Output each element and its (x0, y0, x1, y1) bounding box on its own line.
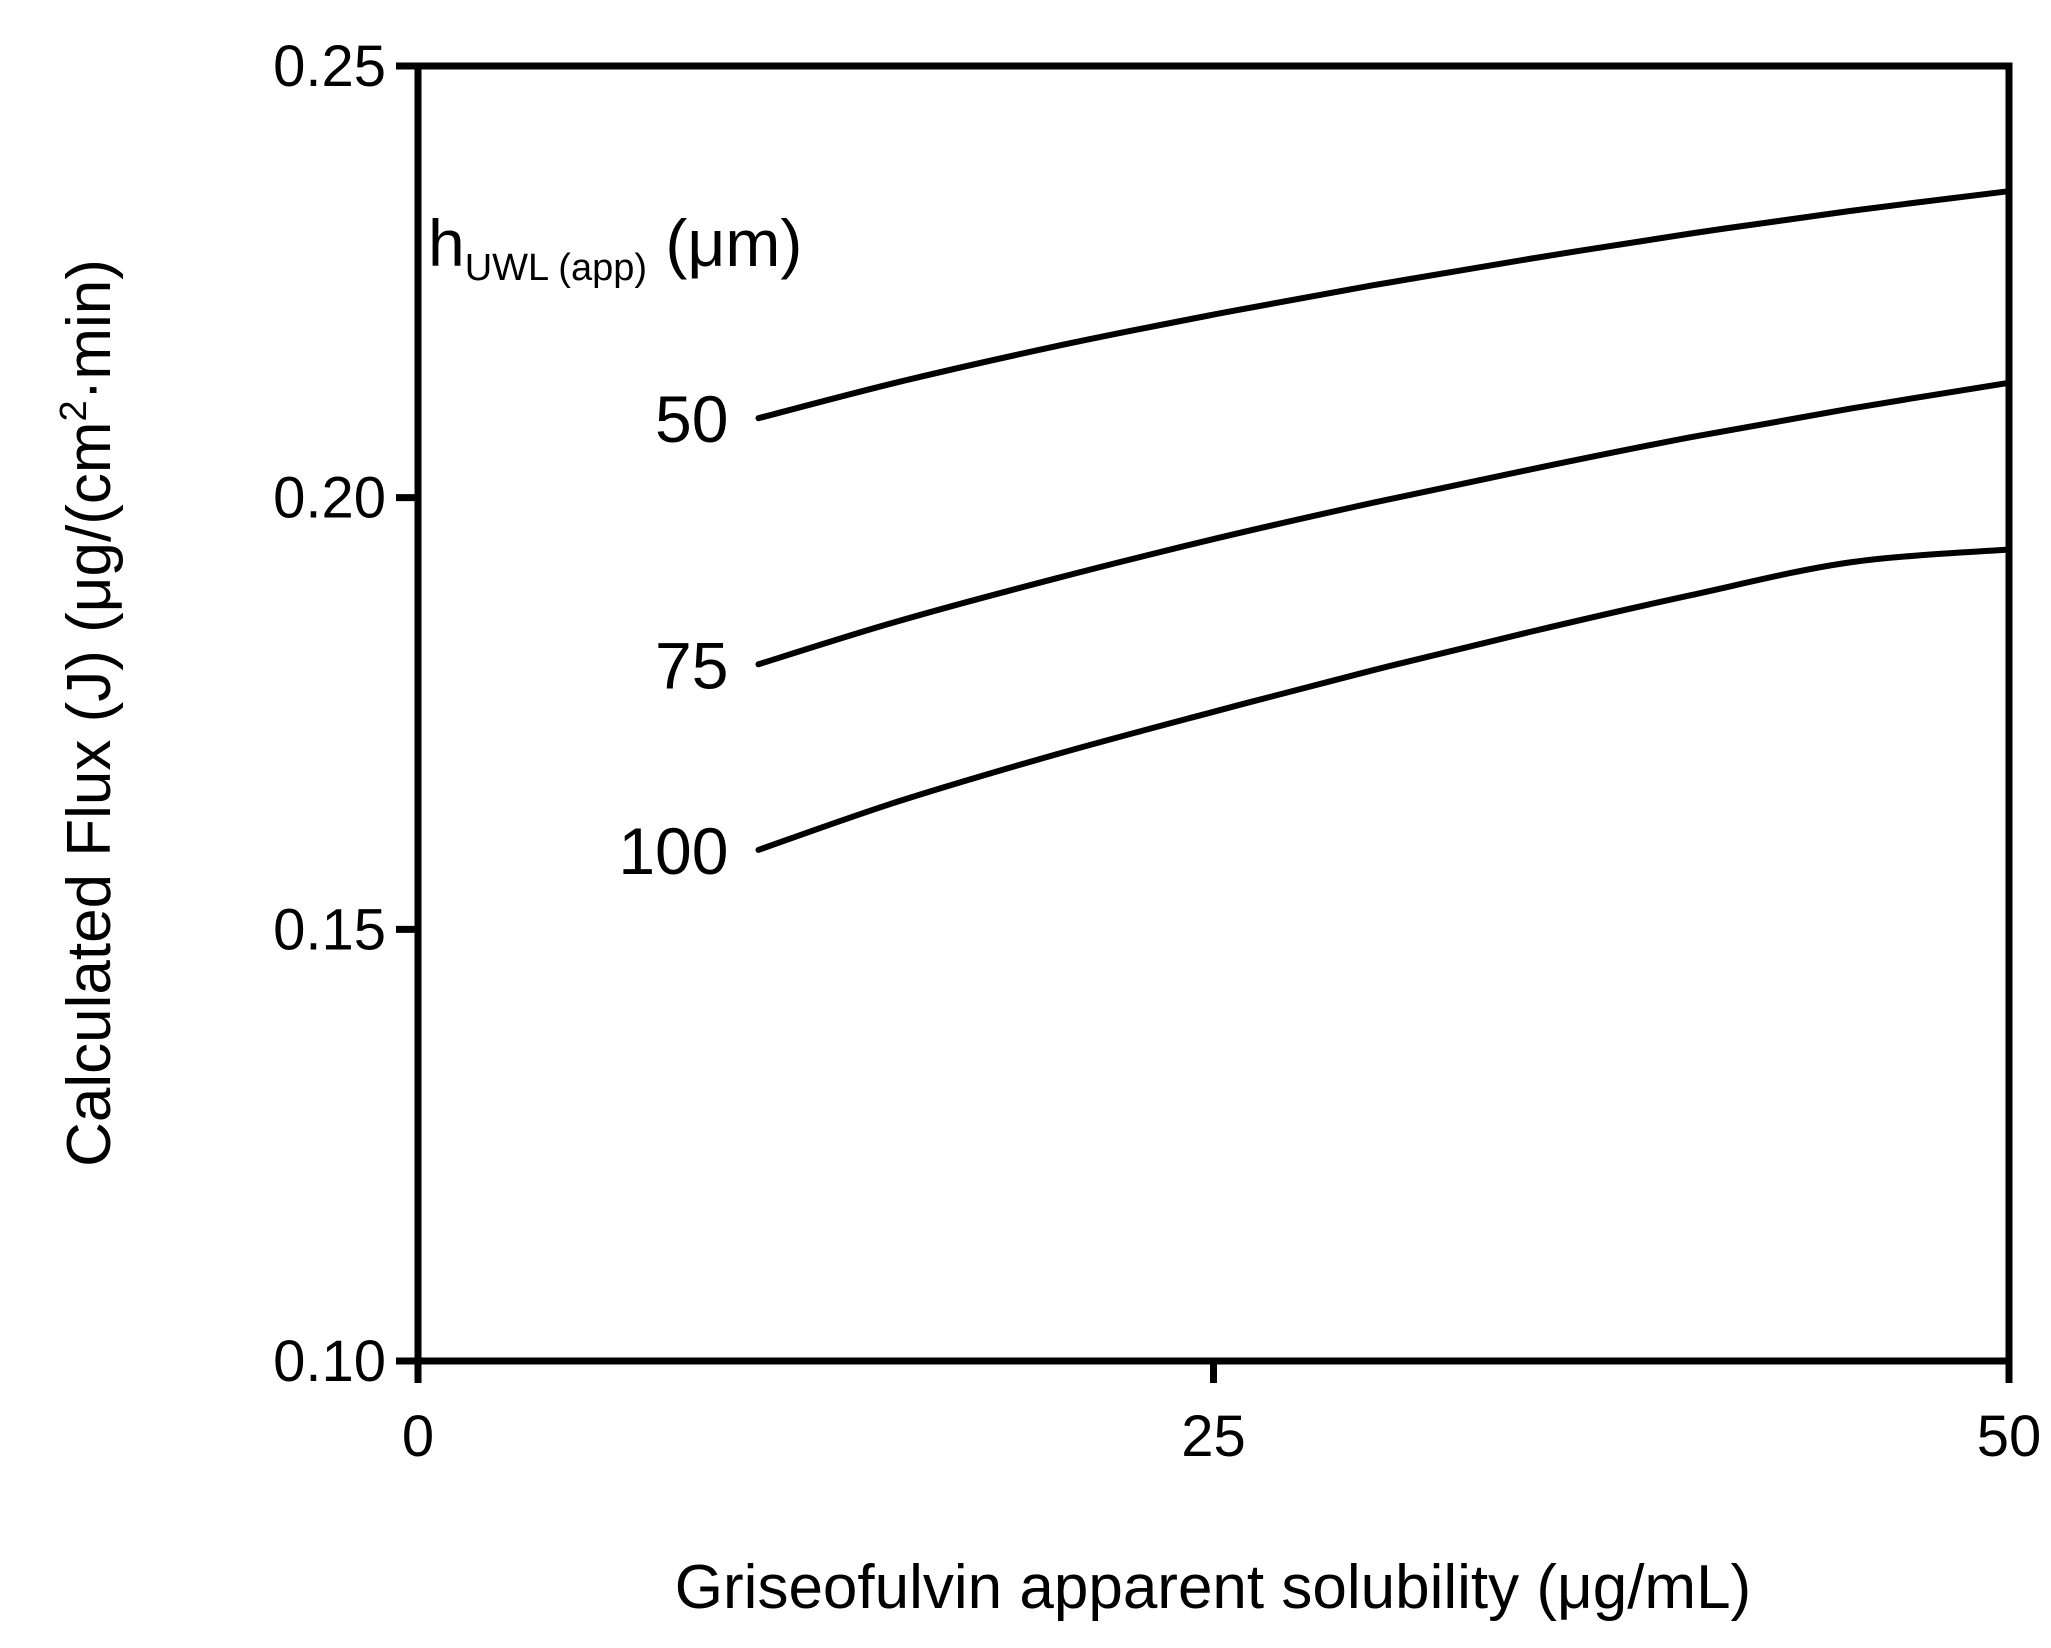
series-line-50 (755, 188, 2012, 422)
series-label-75: 75 (655, 628, 728, 702)
series-curves (755, 188, 2012, 853)
series-label-100: 100 (618, 814, 728, 888)
y-axis-title: Calculated Flux (J) (μg/(cm2·min) (53, 259, 124, 1167)
x-axis-title: Griseofulvin apparent solubility (μg/mL) (675, 1553, 1751, 1622)
x-tick-label-0: 0 (402, 1404, 434, 1469)
x-axis: 0 25 50 (402, 1361, 2041, 1469)
x-tick-label-1: 25 (1181, 1404, 1246, 1469)
series-labels: 50 75 100 (618, 382, 728, 888)
series-label-50: 50 (655, 382, 728, 456)
series-line-75 (755, 379, 2012, 668)
legend-title: hUWL (app) (μm) (428, 206, 802, 289)
y-tick-label-0: 0.10 (273, 1329, 386, 1394)
y-tick-label-2: 0.20 (273, 466, 386, 531)
y-tick-label-3: 0.25 (273, 34, 386, 99)
series-line-100 (755, 546, 2012, 853)
y-axis: 0.10 0.15 0.20 0.25 (273, 34, 418, 1394)
y-tick-label-1: 0.15 (273, 897, 386, 962)
x-tick-label-2: 50 (1977, 1404, 2042, 1469)
